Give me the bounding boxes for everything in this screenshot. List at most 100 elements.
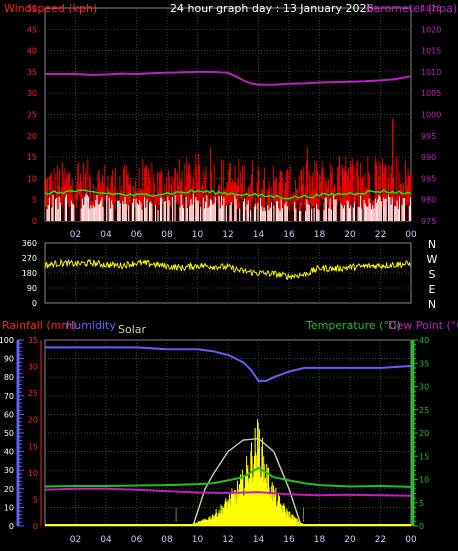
wind-tick-label: 45 [27,25,37,34]
wind-tick-label: 20 [27,132,37,141]
wind-tick-label: 10 [27,174,37,183]
temp-tick-label: 40 [419,336,429,345]
humidity-tick-label: 100 [0,336,14,345]
rain-time-label: 14 [253,535,265,545]
barometer-tick-label: 1020 [421,25,441,34]
humidity-legend: Humidity [66,319,116,332]
wind-time-label: 18 [314,230,326,240]
rain-time-label: 00 [405,535,417,545]
rain-time-label: 02 [70,535,81,545]
compass-label: W [427,253,438,266]
temperature-legend: Temperature (°C) [305,319,401,332]
chart-title: 24 hour graph day : 13 January 2026 [170,2,374,15]
humidity-tick-label: 90 [4,355,14,364]
compass-label: E [429,283,436,296]
rain-tick-label: 0 [33,522,38,531]
wind-tick-label: 35 [27,68,37,77]
wind-time-label: 20 [344,230,356,240]
humidity-tick-label: 40 [4,448,14,457]
barometer-tick-label: 1005 [421,89,441,98]
rain-tick-label: 25 [28,389,38,398]
rain-tick-label: 30 [28,363,38,372]
wind-tick-label: 40 [27,47,37,56]
temp-tick-label: 15 [419,452,429,461]
wind-time-label: 08 [161,230,173,240]
direction-tick-label: 0 [32,299,37,308]
humidity-tick-label: 0 [9,522,14,531]
humidity-tick-label: 80 [4,373,14,382]
direction-tick-label: 360 [22,239,37,248]
wind-time-label: 00 [405,230,417,240]
humidity-tick-label: 10 [4,503,14,512]
barometer-tick-label: 1010 [421,68,441,77]
barometer-tick-label: 985 [421,174,436,183]
barometer-tick-label: 975 [421,217,436,226]
humidity-tick-label: 20 [4,485,14,494]
wind-tick-label: 15 [27,153,37,162]
wind-time-label: 16 [283,230,295,240]
barometer-tick-label: 1025 [421,4,441,13]
legend-texts: Windspeed (kph) 24 hour graph day : 13 J… [2,2,458,336]
wind-time-label: 22 [375,230,386,240]
rain-tick-label: 35 [28,336,38,345]
humidity-tick-label: 30 [4,466,14,475]
barometer-line [45,70,412,86]
dewpoint-legend: Dew Point (°C) [388,319,458,332]
rain-time-label: 04 [100,535,112,545]
humidity-tick-label: 70 [4,392,14,401]
barometer-legend: Barometer (hpa) [366,2,457,15]
humidity-line [45,346,412,382]
humidity-tick-label: 50 [4,429,14,438]
temp-tick-label: 35 [419,359,429,368]
rain-time-label: 16 [283,535,295,545]
direction-tick-label: 270 [22,254,37,263]
wind-time-label: 10 [192,230,204,240]
rain-time-label: 12 [222,535,233,545]
wind-tick-label: 5 [32,196,37,205]
wind-time-label: 06 [131,230,143,240]
rain-tick-label: 5 [33,495,38,504]
temp-tick-label: 0 [419,522,424,531]
compass-label: N [428,298,436,311]
temperature-line [44,466,412,488]
rain-time-label: 22 [375,535,386,545]
temp-tick-label: 25 [419,406,429,415]
wind-tick-label: 30 [27,89,37,98]
rain-time-label: 08 [161,535,173,545]
barometer-tick-label: 995 [421,132,436,141]
temp-tick-label: 5 [419,499,424,508]
barometer-tick-label: 1015 [421,47,441,56]
rain-tick-label: 20 [28,416,38,425]
rain-time-label: 06 [131,535,143,545]
wind-time-label: 14 [253,230,265,240]
average-wind-line [44,189,412,200]
compass-label: N [428,238,436,251]
windspeed-legend: Windspeed (kph) [4,2,97,15]
rain-time-label: 10 [192,535,204,545]
barometer-tick-label: 990 [421,153,436,162]
barometer-tick-label: 1000 [421,111,441,120]
temp-tick-label: 30 [419,383,429,392]
wind-time-label: 04 [100,230,112,240]
rain-time-label: 18 [314,535,326,545]
wind-time-label: 12 [222,230,233,240]
temp-tick-label: 20 [419,429,429,438]
compass-label: S [429,268,436,281]
wind-tick-label: 25 [27,111,37,120]
rain-tick-label: 15 [28,442,38,451]
dewpoint-line [44,487,412,497]
wind-time-label: 02 [70,230,81,240]
rainfall-legend: Rainfall (mm) [2,319,76,332]
wind-tick-label: 0 [32,217,37,226]
humidity-tick-label: 60 [4,410,14,419]
direction-tick-label: 180 [22,269,37,278]
barometer-tick-label: 980 [421,196,436,205]
direction-trace [44,258,411,280]
rain-time-label: 20 [344,535,356,545]
solar-legend: Solar [118,323,147,336]
rain-tick-label: 10 [28,469,38,478]
temp-tick-label: 10 [419,476,429,485]
wind-tick-label: 50 [27,4,37,13]
